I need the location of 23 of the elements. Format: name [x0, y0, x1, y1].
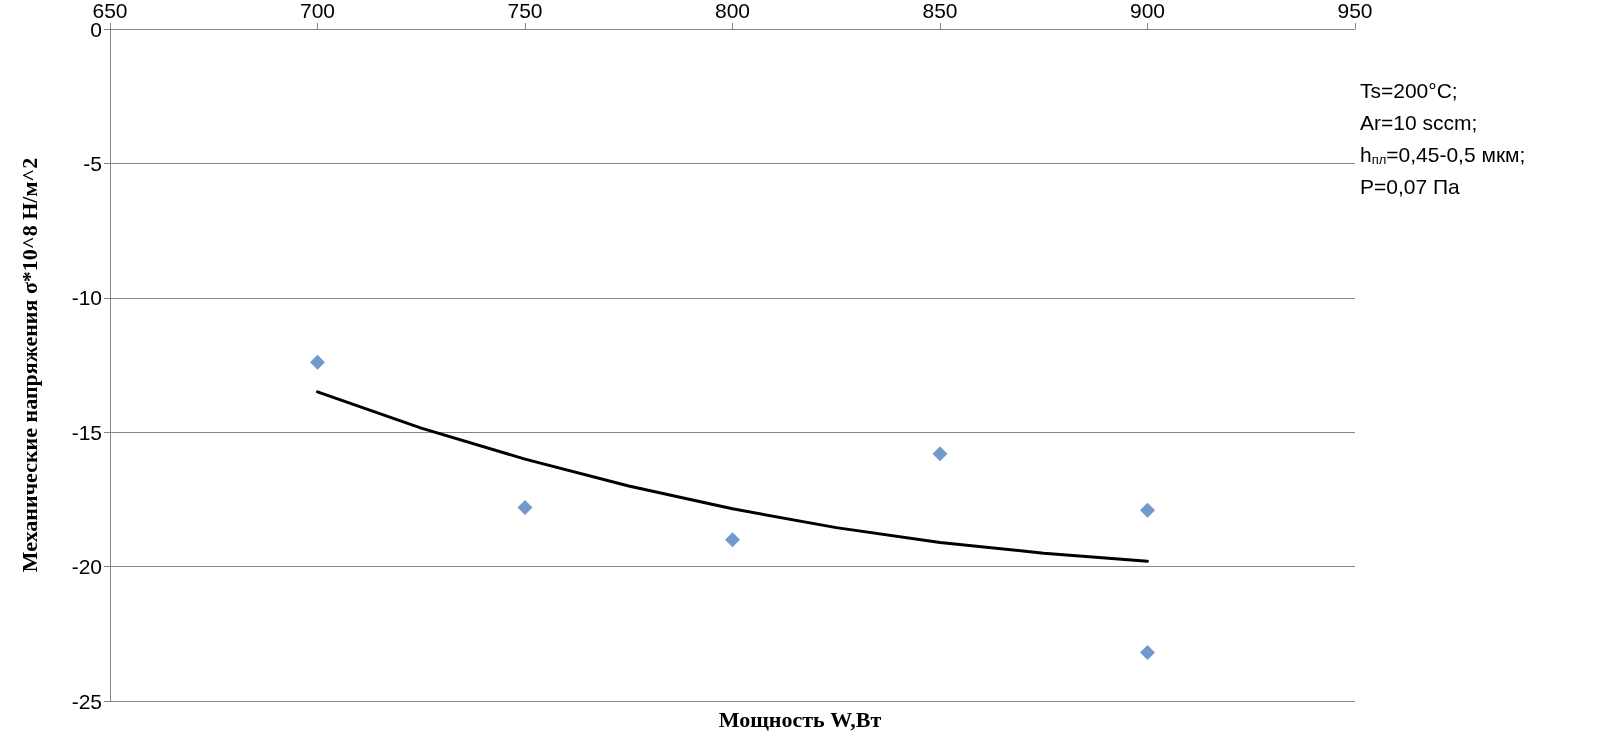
text: Ar=10 sccm;	[1360, 111, 1478, 134]
x-axis-title: Мощность W,Вт	[718, 706, 882, 732]
y-tick-label: -20	[71, 555, 102, 579]
x-tick-label: 750	[507, 0, 543, 22]
point	[1140, 645, 1155, 661]
x-tick-label: 950	[1337, 0, 1373, 22]
text: Ts=200°C;	[1360, 79, 1458, 102]
x-tick-label: 850	[922, 0, 958, 22]
y-axis-title: Механические напряжения σ*10^8 Н/м^2	[16, 157, 42, 573]
point	[517, 499, 533, 515]
x-tick-label: 900	[1129, 0, 1166, 22]
text: P=0,07 Па	[1360, 175, 1461, 198]
y-tick-label: -10	[71, 286, 102, 310]
y-tick-label: -25	[71, 689, 102, 713]
point	[1140, 502, 1155, 518]
x-tick-label: 800	[714, 0, 751, 22]
y-tick-label: -5	[83, 151, 102, 175]
line-series	[316, 390, 1149, 563]
point	[725, 532, 740, 548]
x-tick-label: 700	[299, 0, 336, 22]
y-tick-label: -15	[71, 420, 102, 444]
point	[932, 446, 948, 462]
point	[310, 354, 325, 370]
